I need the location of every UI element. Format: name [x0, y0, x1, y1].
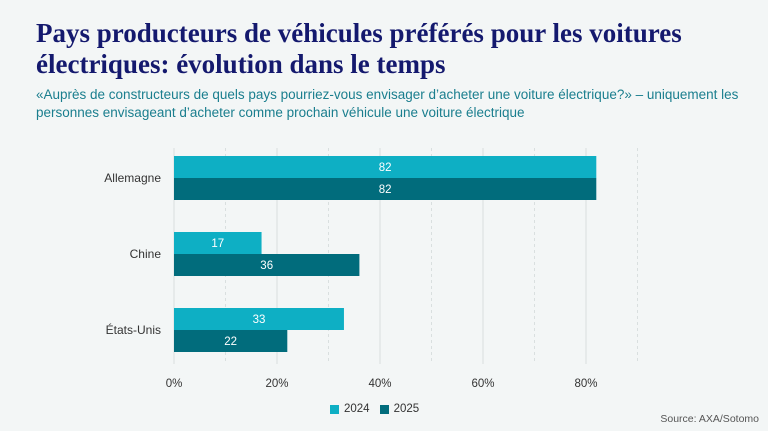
chart-subtitle: «Auprès de constructeurs de quels pays p…: [36, 87, 739, 120]
data-label: 36: [260, 260, 273, 272]
legend: 2024 2025: [330, 403, 419, 415]
data-label: 17: [211, 238, 224, 250]
chart-title: Pays producteurs de véhicules préférés p…: [36, 18, 682, 79]
legend-label-2024: 2024: [344, 403, 370, 415]
category-label: Allemagne: [104, 171, 161, 185]
x-tick-label: 40%: [368, 378, 391, 390]
legend-item-2024: 2024: [330, 403, 370, 415]
legend-swatch-2025: [379, 404, 389, 414]
bar-2025: [174, 254, 360, 276]
x-tick-label: 20%: [265, 378, 288, 390]
category-label: Chine: [130, 247, 162, 261]
data-label: 22: [224, 336, 237, 348]
source-note: Source: AXA/Sotomo: [660, 413, 759, 425]
legend-swatch-2024: [330, 404, 339, 414]
legend-item-2025: 2025: [379, 403, 420, 415]
legend-label-2025: 2025: [393, 403, 420, 415]
bar-chart: 0% 20% 40% 60% 80% Allemagne 82 82 Chine 17 36 État…: [104, 148, 638, 390]
bar-2025: [174, 330, 288, 352]
data-label: 82: [379, 162, 392, 174]
category-label: États-Unis: [106, 322, 161, 337]
bar-2025: [174, 178, 597, 200]
bar-2024: [174, 156, 597, 178]
data-label: 33: [253, 314, 266, 326]
x-tick-label: 60%: [471, 378, 494, 390]
bar-2024: [174, 232, 262, 254]
x-tick-label: 0%: [166, 378, 183, 390]
bar-2024: [174, 308, 344, 330]
data-label: 82: [379, 184, 392, 196]
x-tick-label: 80%: [574, 378, 597, 390]
